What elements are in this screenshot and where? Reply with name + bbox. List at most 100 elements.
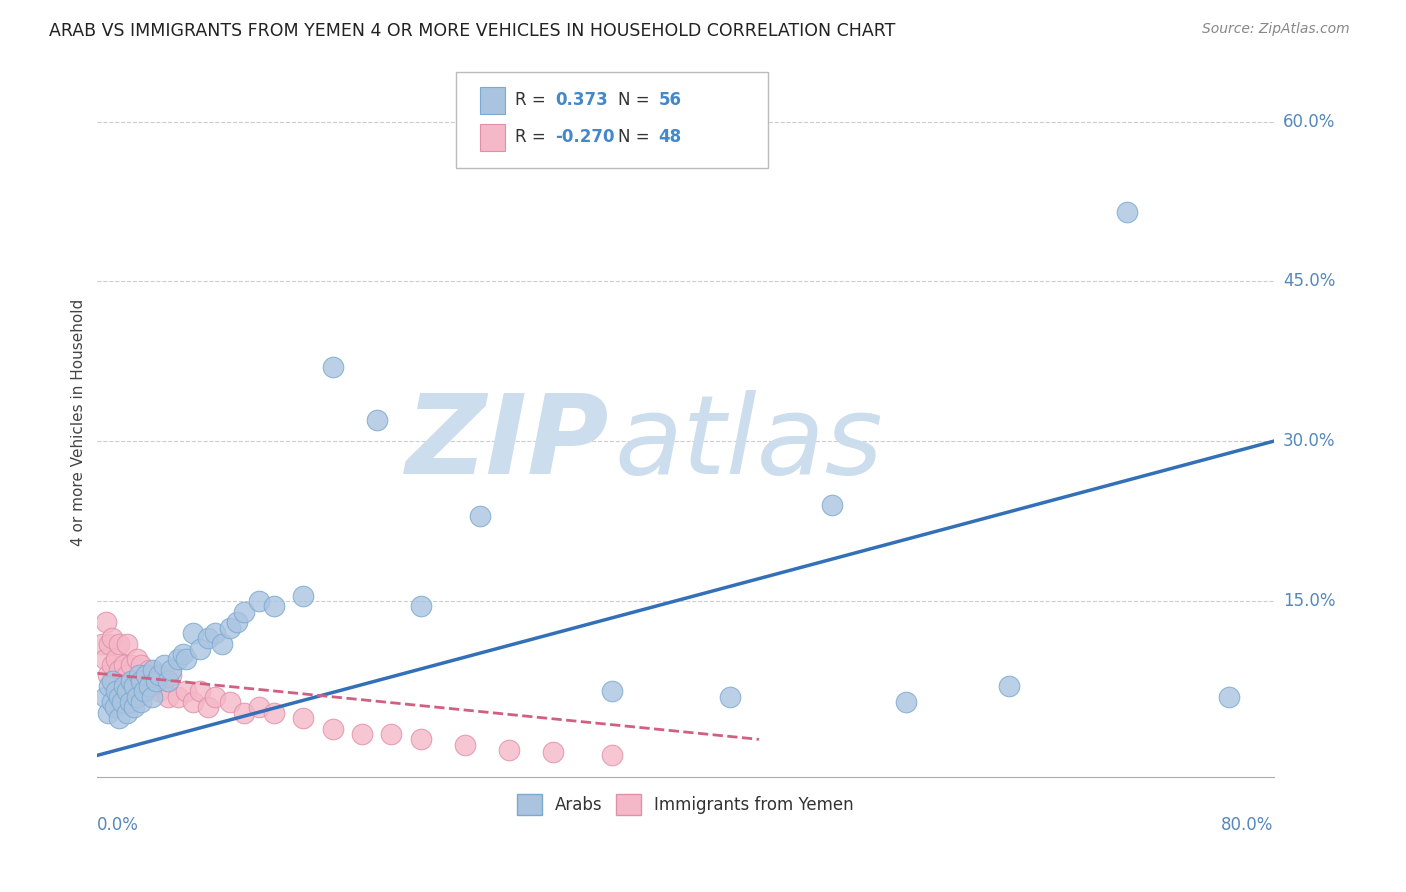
Point — [211, 636, 233, 650]
Point — [135, 668, 157, 682]
Point — [105, 684, 128, 698]
Text: 45.0%: 45.0% — [1282, 272, 1336, 291]
Point — [93, 652, 115, 666]
Point — [226, 615, 249, 630]
Point — [105, 652, 128, 666]
Point — [156, 690, 179, 704]
Point — [167, 690, 190, 704]
Point — [152, 657, 174, 672]
Point — [172, 647, 194, 661]
Point — [600, 684, 623, 698]
Text: 0.373: 0.373 — [555, 91, 607, 110]
Point — [894, 695, 917, 709]
Point — [90, 636, 112, 650]
Point — [322, 359, 344, 374]
Point — [181, 695, 204, 709]
Point — [167, 652, 190, 666]
Point — [541, 745, 564, 759]
Point — [115, 668, 138, 682]
Point — [142, 679, 165, 693]
FancyBboxPatch shape — [479, 124, 506, 151]
Point — [118, 684, 141, 698]
Point — [98, 636, 121, 650]
Text: 30.0%: 30.0% — [1282, 433, 1336, 450]
Text: atlas: atlas — [614, 391, 883, 498]
Point — [115, 706, 138, 720]
Point — [115, 636, 138, 650]
Point — [380, 727, 402, 741]
Point — [142, 663, 165, 677]
Text: ARAB VS IMMIGRANTS FROM YEMEN 4 OR MORE VEHICLES IN HOUSEHOLD CORRELATION CHART: ARAB VS IMMIGRANTS FROM YEMEN 4 OR MORE … — [49, 22, 896, 40]
FancyBboxPatch shape — [456, 72, 768, 168]
Point — [247, 594, 270, 608]
Point — [120, 657, 142, 672]
Point — [97, 706, 120, 720]
Point — [108, 636, 131, 650]
Point — [218, 695, 240, 709]
Point — [454, 738, 477, 752]
Point — [145, 668, 167, 682]
Text: 0.0%: 0.0% — [97, 815, 139, 833]
Text: R =: R = — [515, 128, 551, 146]
Point — [122, 679, 145, 693]
Text: 80.0%: 80.0% — [1222, 815, 1274, 833]
Text: ZIP: ZIP — [405, 391, 609, 498]
Point — [148, 668, 170, 682]
Point — [118, 695, 141, 709]
Point — [468, 508, 491, 523]
Point — [125, 690, 148, 704]
Text: 60.0%: 60.0% — [1282, 112, 1336, 131]
Point — [97, 668, 120, 682]
Point — [111, 679, 134, 693]
Point — [181, 625, 204, 640]
Point — [160, 663, 183, 677]
Point — [111, 695, 134, 709]
Point — [292, 589, 315, 603]
Point — [233, 605, 256, 619]
Point — [366, 413, 388, 427]
Point — [292, 711, 315, 725]
Point — [148, 684, 170, 698]
Point — [218, 621, 240, 635]
Point — [112, 657, 135, 672]
Point — [101, 695, 124, 709]
Point — [115, 684, 138, 698]
Text: 48: 48 — [658, 128, 682, 146]
Point — [131, 657, 153, 672]
Point — [96, 615, 118, 630]
Text: N =: N = — [619, 128, 655, 146]
Point — [247, 700, 270, 714]
FancyBboxPatch shape — [479, 87, 506, 114]
Point — [104, 700, 127, 714]
Point — [93, 690, 115, 704]
Point — [131, 695, 153, 709]
Text: Source: ZipAtlas.com: Source: ZipAtlas.com — [1202, 22, 1350, 37]
Point — [498, 743, 520, 757]
Point — [350, 727, 373, 741]
Point — [204, 690, 226, 704]
Y-axis label: 4 or more Vehicles in Household: 4 or more Vehicles in Household — [72, 299, 86, 546]
Point — [160, 668, 183, 682]
Point — [409, 599, 432, 614]
Point — [998, 679, 1021, 693]
Point — [156, 673, 179, 688]
Point — [188, 641, 211, 656]
Point — [108, 711, 131, 725]
Point — [101, 673, 124, 688]
Point — [131, 679, 153, 693]
Point — [101, 631, 124, 645]
Point — [263, 706, 285, 720]
Point — [122, 673, 145, 688]
Point — [134, 684, 156, 698]
Point — [718, 690, 741, 704]
Point — [141, 690, 163, 704]
Point — [120, 673, 142, 688]
Point — [101, 657, 124, 672]
Legend: Arabs, Immigrants from Yemen: Arabs, Immigrants from Yemen — [510, 788, 860, 822]
Point — [174, 652, 197, 666]
Point — [1218, 690, 1240, 704]
Point — [204, 625, 226, 640]
Point — [138, 663, 160, 677]
Point — [122, 700, 145, 714]
Point — [263, 599, 285, 614]
